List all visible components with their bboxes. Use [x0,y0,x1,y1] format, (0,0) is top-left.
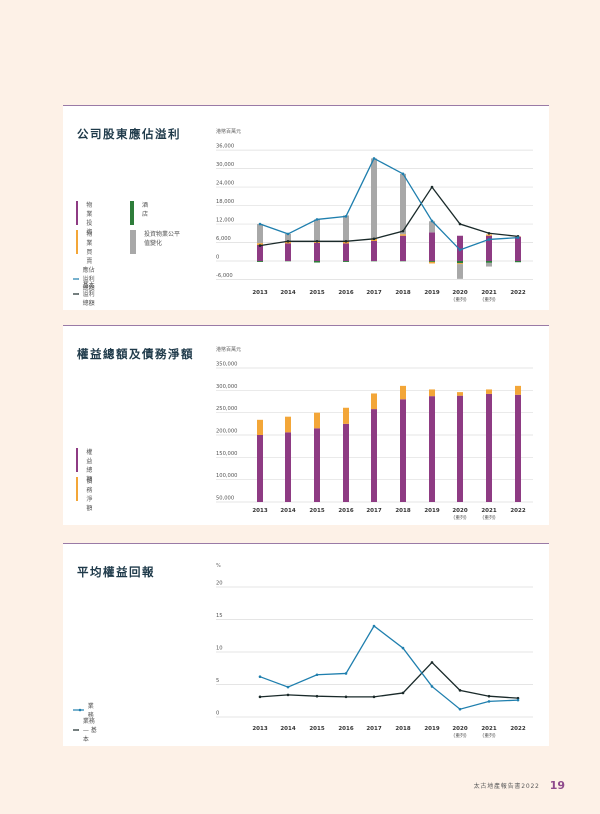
svg-text:2019: 2019 [424,508,439,514]
svg-text:6,000: 6,000 [216,236,231,242]
svg-text:2022: 2022 [510,726,525,732]
svg-text:(重列): (重列) [453,732,466,739]
legend-property-investment: 物業投資 [76,201,96,237]
profit-chart-card: 公司股東應佔溢利 港幣百萬元 物業投資 酒店 物業買賣 投資物業公平值變化 應佔… [63,105,549,310]
svg-text:18,000: 18,000 [216,199,234,205]
svg-text:(重列): (重列) [453,514,466,521]
legend-fair-value: 投資物業公平值變化 [130,230,184,254]
svg-text:2014: 2014 [280,726,295,732]
svg-text:2018: 2018 [395,290,410,296]
svg-text:2018: 2018 [395,508,410,514]
svg-text:2020: 2020 [452,290,467,296]
svg-text:2022: 2022 [510,508,525,514]
svg-text:-6,000: -6,000 [216,273,233,279]
equity-debt-chart-card: 權益總額及債務淨額 港幣百萬元 權益總額 債務淨額 350,000 300,000… [63,325,549,525]
svg-text:2017: 2017 [366,290,381,296]
legend-roe-underlying: 業務 — 基本 [73,716,97,743]
unit-label: % [216,563,221,569]
unit-label: 港幣百萬元 [216,129,242,135]
svg-text:2017: 2017 [366,508,381,514]
svg-text:12,000: 12,000 [216,218,234,224]
svg-text:0: 0 [216,255,219,261]
svg-text:2015: 2015 [309,290,324,296]
swatch-icon [76,448,79,472]
chart-title: 平均權益回報 [77,565,155,579]
page-footer: 太古地產報告書2022 19 [474,779,565,792]
legend-hotels: 酒店 [130,201,150,225]
legend-property-trading: 物業買賣 [76,230,96,266]
svg-text:15: 15 [216,613,223,619]
svg-text:2015: 2015 [309,508,324,514]
svg-text:50,000: 50,000 [216,496,234,502]
swatch-icon [76,477,79,501]
svg-text:2013: 2013 [252,726,267,732]
svg-text:2014: 2014 [280,508,295,514]
svg-text:200,000: 200,000 [216,429,237,435]
svg-text:2020: 2020 [452,726,467,732]
chart-title: 公司股東應佔溢利 [77,127,181,141]
line-marker-icon [73,277,79,280]
svg-text:(重列): (重列) [482,732,495,739]
svg-text:2021: 2021 [481,290,496,296]
line-marker-icon [73,708,84,712]
svg-text:250,000: 250,000 [216,406,237,412]
svg-text:2015: 2015 [309,726,324,732]
svg-text:20: 20 [216,581,223,587]
legend-roe: 業務 [73,701,97,719]
svg-text:24,000: 24,000 [216,181,234,187]
svg-text:2021: 2021 [481,726,496,732]
svg-text:30,000: 30,000 [216,162,234,168]
svg-text:2014: 2014 [280,290,295,296]
svg-text:2013: 2013 [252,290,267,296]
swatch-icon [130,230,136,254]
svg-text:2013: 2013 [252,508,267,514]
line-marker-icon [73,292,79,295]
svg-text:10: 10 [216,646,223,652]
svg-text:300,000: 300,000 [216,384,237,390]
roe-chart-card: 平均權益回報 % 業務 業務 — 基本 20 15 10 5 0 2013 2014 2015… [63,543,549,746]
legend-net-debt: 債務淨額 [76,477,96,513]
svg-text:2016: 2016 [338,290,353,296]
svg-text:2018: 2018 [395,726,410,732]
swatch-icon [76,230,79,254]
svg-text:150,000: 150,000 [216,451,237,457]
chart-title: 權益總額及債務淨額 [77,347,194,361]
equity-debt-chart: 350,000 300,000 250,000 200,000 150,000 100,0… [216,362,533,521]
legend-total-equity: 權益總額 [76,448,96,484]
svg-text:2020: 2020 [452,508,467,514]
svg-text:2019: 2019 [424,290,439,296]
svg-text:2019: 2019 [424,726,439,732]
svg-text:100,000: 100,000 [216,473,237,479]
svg-text:2017: 2017 [366,726,381,732]
swatch-icon [76,201,79,225]
svg-text:2016: 2016 [338,726,353,732]
svg-text:36,000: 36,000 [216,144,234,150]
svg-text:(重列): (重列) [453,296,466,303]
svg-text:(重列): (重列) [482,296,495,303]
page-number: 19 [549,779,565,792]
svg-text:350,000: 350,000 [216,362,237,368]
report-name: 太古地產報告書2022 [473,783,540,790]
swatch-icon [130,201,134,225]
line-marker-icon [73,728,79,731]
legend-underlying-profit: 基本溢利總額 [73,280,97,307]
legend-attributable-profit: 應佔溢利總額 [73,265,97,292]
svg-text:2022: 2022 [510,290,525,296]
svg-text:2021: 2021 [481,508,496,514]
unit-label: 港幣百萬元 [216,347,242,353]
profit-chart: 36,000 30,000 24,000 18,000 12,000 6,000 0 -6,0… [216,144,533,303]
svg-text:(重列): (重列) [482,514,495,521]
svg-text:0: 0 [216,711,219,717]
svg-text:2016: 2016 [338,508,353,514]
svg-text:5: 5 [216,678,219,684]
